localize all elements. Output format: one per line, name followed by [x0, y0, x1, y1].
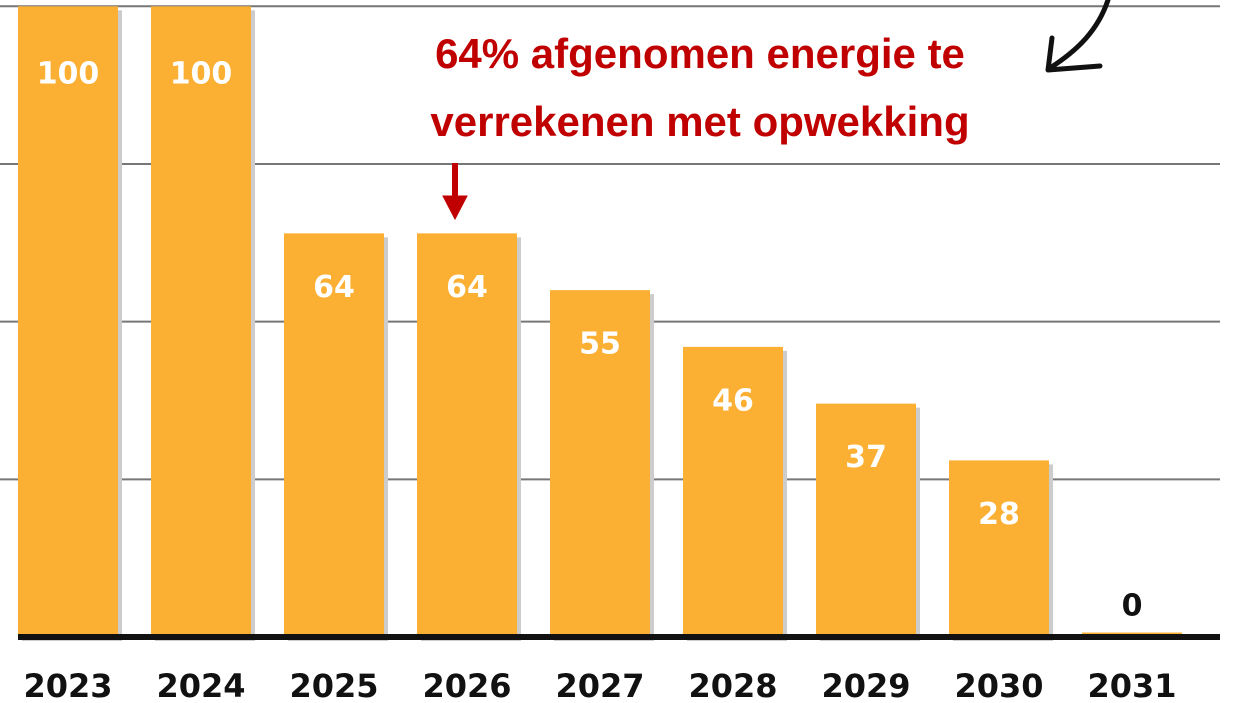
data-label: 64 [313, 270, 355, 305]
data-label: 28 [978, 497, 1020, 532]
x-tick-label: 2024 [156, 667, 245, 703]
bar [550, 290, 650, 637]
bar [417, 233, 517, 637]
annotation: 64% afgenomen energie te [435, 30, 965, 77]
data-label: 37 [845, 440, 887, 475]
annotation-arrow [442, 163, 468, 221]
x-tick-label: 2026 [422, 667, 511, 703]
x-tick-label: 2025 [289, 667, 378, 703]
bar [683, 346, 783, 637]
bars [18, 6, 1182, 641]
x-tick-label: 2023 [23, 667, 112, 703]
bar [284, 233, 384, 637]
data-label: 55 [579, 327, 621, 362]
bar [151, 6, 251, 637]
annotation: verrekenen met opwekking [430, 98, 969, 145]
x-tick-label: 2029 [821, 667, 910, 703]
bar [18, 6, 118, 637]
data-label: 64 [446, 270, 488, 305]
x-tick-label: 2031 [1087, 667, 1176, 703]
data-label: 46 [712, 383, 754, 418]
x-tick-label: 2030 [954, 667, 1043, 703]
hand-arrow [1045, 0, 1111, 73]
data-label: 0 [1122, 589, 1143, 624]
data-label: 100 [170, 57, 233, 92]
x-tick-label: 2028 [688, 667, 777, 703]
bar [816, 403, 916, 637]
bar [949, 460, 1049, 637]
data-label: 100 [37, 57, 100, 92]
x-tick-label: 2027 [555, 667, 644, 703]
